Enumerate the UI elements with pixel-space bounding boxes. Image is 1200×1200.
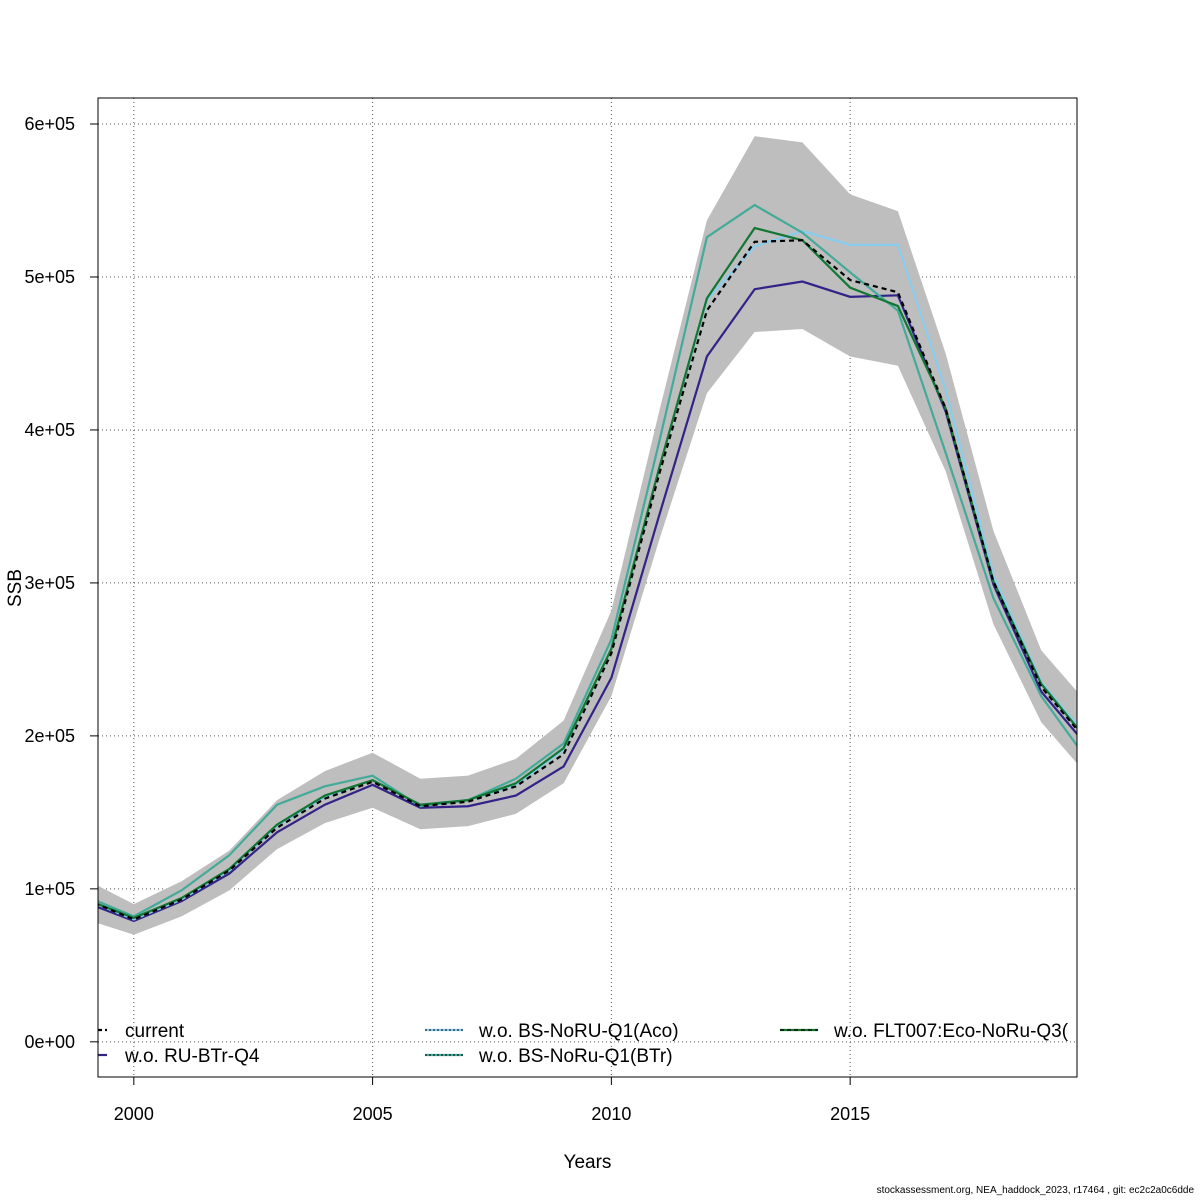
x-tick-label: 2005 bbox=[353, 1104, 393, 1124]
legend: current w.o. RU-BTr-Q4 w.o. BS-NoRU-Q1(Aco… bbox=[98, 1021, 1069, 1067]
series-layer bbox=[98, 203, 1077, 923]
y-tick-label: 3e+05 bbox=[24, 573, 75, 593]
y-axis: 0e+00 1e+05 2e+05 3e+05 4e+05 5e+05 6e+05 bbox=[24, 114, 98, 1052]
legend-item-2: w.o. BS-NoRU-Q1(Aco) bbox=[425, 1021, 679, 1042]
legend-label: w.o. BS-NoRU-Q1(Aco) bbox=[478, 1021, 679, 1042]
y-tick-label: 1e+05 bbox=[24, 879, 75, 899]
legend-item-0: current bbox=[98, 1021, 185, 1042]
x-tick-label: 2000 bbox=[114, 1104, 154, 1124]
y-axis-title: SSB bbox=[5, 569, 26, 607]
series-line-w-o-flt007-eco-noru-q3- bbox=[98, 226, 1077, 920]
plot-frame bbox=[97, 97, 1078, 1078]
x-tick-label: 2010 bbox=[591, 1104, 631, 1124]
legend-item-3: w.o. BS-NoRu-Q1(BTr) bbox=[425, 1046, 673, 1067]
series-line-w-o-bs-noru-q1-btr- bbox=[98, 203, 1077, 918]
series-line-w-o-ru-btr-q4 bbox=[98, 280, 1077, 923]
legend-item-4: w.o. FLT007:Eco-NoRu-Q3( bbox=[780, 1021, 1069, 1042]
legend-label: w.o. BS-NoRu-Q1(BTr) bbox=[478, 1046, 673, 1067]
grid bbox=[98, 98, 1077, 1077]
x-axis-title: Years bbox=[564, 1152, 612, 1173]
x-tick-label: 2015 bbox=[830, 1104, 870, 1124]
legend-label: w.o. FLT007:Eco-NoRu-Q3( bbox=[833, 1021, 1069, 1042]
series-line-current bbox=[98, 239, 1077, 921]
footer-note: stockassessment.org, NEA_haddock_2023, r… bbox=[876, 1185, 1194, 1196]
confidence-band-layer bbox=[98, 136, 1077, 935]
x-axis: 2000 2005 2010 2015 bbox=[114, 1077, 870, 1124]
y-tick-label: 0e+00 bbox=[24, 1032, 75, 1052]
confidence-band bbox=[98, 136, 1077, 935]
y-tick-label: 5e+05 bbox=[24, 267, 75, 287]
y-tick-label: 6e+05 bbox=[24, 114, 75, 134]
y-tick-label: 4e+05 bbox=[24, 420, 75, 440]
y-tick-label: 2e+05 bbox=[24, 726, 75, 746]
legend-item-1: w.o. RU-BTr-Q4 bbox=[98, 1046, 260, 1067]
legend-label: current bbox=[125, 1021, 185, 1042]
legend-label: w.o. RU-BTr-Q4 bbox=[124, 1046, 260, 1067]
